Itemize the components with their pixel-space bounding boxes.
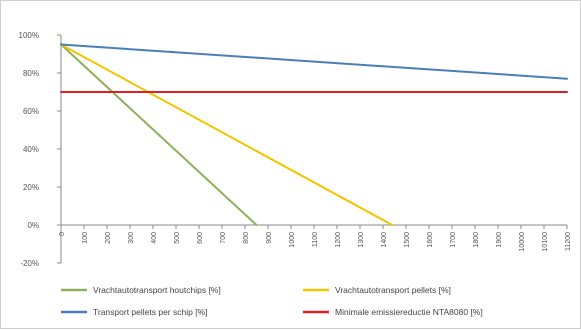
x-tick-label: 200 bbox=[105, 232, 112, 244]
x-tick-label: 1400 bbox=[381, 232, 388, 248]
x-tick-label: 500 bbox=[174, 232, 181, 244]
x-tick-label: 600 bbox=[197, 232, 204, 244]
x-tick-label: 100 bbox=[82, 232, 89, 244]
x-tick-label: 1900 bbox=[496, 232, 503, 248]
series-line-1 bbox=[60, 43, 258, 226]
x-tick-label: 1100 bbox=[312, 232, 319, 247]
x-tick-label: 10000 bbox=[519, 232, 526, 252]
y-tick-label: 100% bbox=[19, 31, 39, 40]
y-tick-label: 0% bbox=[27, 221, 39, 230]
y-tick-label: 80% bbox=[23, 69, 39, 78]
legend: Vrachtautotransport houtchips [%] Vrachta… bbox=[61, 285, 483, 317]
y-tick-label: 40% bbox=[23, 145, 39, 154]
x-tick-label: 700 bbox=[220, 232, 227, 244]
x-tick-label: 11200 bbox=[565, 232, 572, 251]
x-tick-label: 400 bbox=[151, 232, 158, 244]
x-tick-label: 300 bbox=[128, 232, 135, 244]
legend-label: Vrachtautotransport pellets [%] bbox=[335, 285, 451, 295]
x-tick-label: 10100 bbox=[542, 232, 549, 252]
y-tick-label: -20% bbox=[20, 259, 39, 268]
x-tick-label: 1300 bbox=[358, 232, 365, 248]
x-tick-label: 0 bbox=[59, 232, 66, 236]
legend-label: Vrachtautotransport houtchips [%] bbox=[93, 285, 221, 295]
x-tick-label: 1600 bbox=[427, 232, 434, 248]
y-tick-label: 60% bbox=[23, 107, 39, 116]
legend-label: Minimale emissiereductie NTA8080 [%] bbox=[335, 307, 483, 317]
x-tick-label: 800 bbox=[243, 232, 250, 244]
series-line-3 bbox=[60, 43, 568, 80]
series-lines bbox=[60, 43, 568, 226]
x-tick-label: 1500 bbox=[404, 232, 411, 248]
y-axis-tick-labels: -20% 0% 20% 40% 60% 80% 100% bbox=[19, 31, 39, 268]
x-tick-label: 1200 bbox=[335, 232, 342, 248]
axes bbox=[57, 34, 568, 264]
legend-label: Transport pellets per schip [%] bbox=[93, 307, 207, 317]
x-tick-label: 1800 bbox=[473, 232, 480, 248]
x-tick-label: 1000 bbox=[289, 232, 296, 248]
series-line-2 bbox=[60, 43, 394, 226]
y-tick-label: 20% bbox=[23, 183, 39, 192]
x-tick-label: 1700 bbox=[450, 232, 457, 248]
x-axis-tick-labels: 0 100 200 300 400 500 600 700 800 900 1000 1100 1200… bbox=[59, 232, 572, 252]
x-tick-label: 900 bbox=[266, 232, 273, 244]
